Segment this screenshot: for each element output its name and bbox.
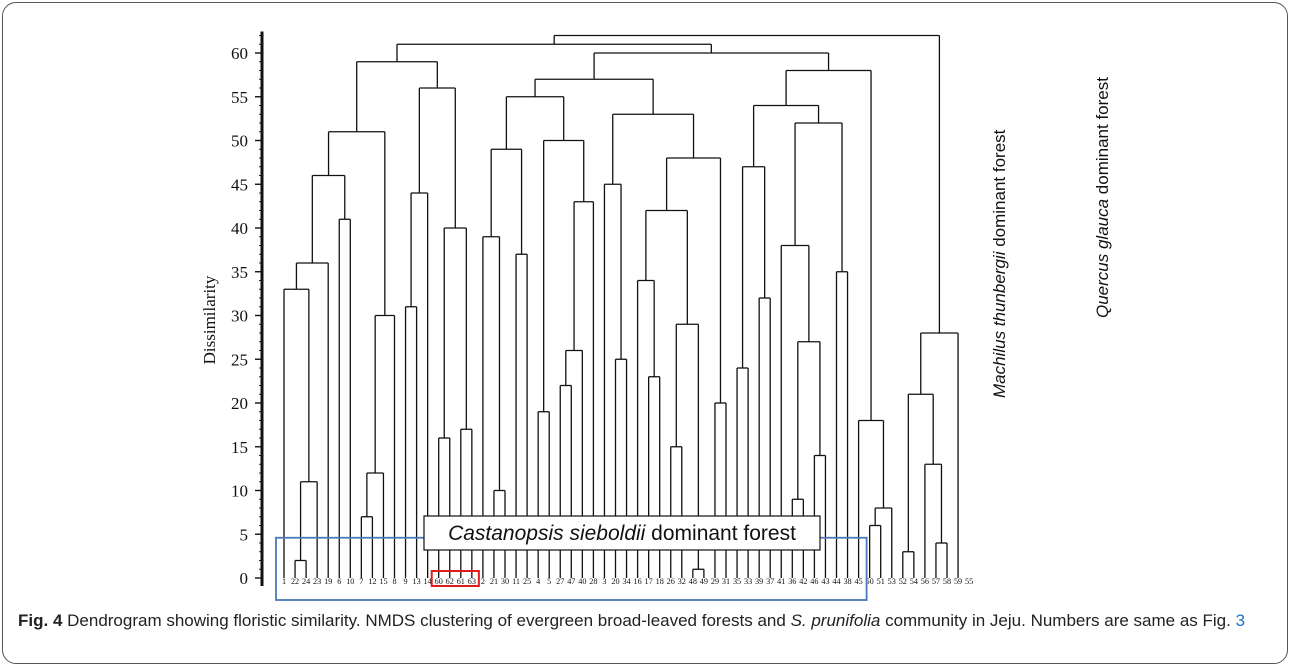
y-tick-label: 25 xyxy=(231,350,248,369)
leaf-label: 58 xyxy=(943,577,951,586)
castanopsis-annotation-italic: Castanopsis sieboldii xyxy=(448,522,647,545)
leaf-label: 39 xyxy=(755,577,763,586)
leaf-label: 33 xyxy=(744,577,752,586)
leaf-label: 2 xyxy=(481,577,485,586)
caption-figure-link[interactable]: 3 xyxy=(1235,611,1246,630)
y-tick-label: 30 xyxy=(231,307,248,326)
quercus-annotation-text: dominant forest xyxy=(1093,77,1112,199)
y-axis-label: Dissimilarity xyxy=(200,275,219,364)
leaf-label: 36 xyxy=(788,577,796,586)
castanopsis-annotation-text: dominant forest xyxy=(645,522,796,545)
leaf-label: 56 xyxy=(921,577,929,586)
leaf-label: 34 xyxy=(622,577,630,586)
y-tick-label: 55 xyxy=(231,88,248,107)
leaf-label: 23 xyxy=(313,577,321,586)
leaf-label: 45 xyxy=(855,577,863,586)
caption-label: Fig. 4 xyxy=(18,611,63,630)
leaf-label: 13 xyxy=(413,577,421,586)
leaf-label: 53 xyxy=(888,577,896,586)
leaf-label: 38 xyxy=(843,577,851,586)
leaf-label: 30 xyxy=(501,577,509,586)
y-tick-label: 20 xyxy=(231,394,248,413)
figure-caption: Fig. 4 Dendrogram showing floristic simi… xyxy=(18,609,1268,633)
leaf-label: 7 xyxy=(359,577,363,586)
leaf-label: 8 xyxy=(392,577,396,586)
leaf-label: 43 xyxy=(821,577,829,586)
y-axis: 0 5 10 15 20 25 30 35 40 45 50 55 60 xyxy=(231,31,264,588)
leaf-label: 19 xyxy=(324,577,332,586)
leaf-label: 46 xyxy=(810,577,818,586)
y-tick-label: 40 xyxy=(231,219,248,238)
leaf-label: 27 xyxy=(556,577,564,586)
leaf-label: 20 xyxy=(611,577,619,586)
leaf-label: 1 xyxy=(282,577,286,586)
leaf-label: 6 xyxy=(337,577,341,586)
y-tick-label: 45 xyxy=(231,175,248,194)
leaf-label: 5 xyxy=(547,577,551,586)
leaf-label: 49 xyxy=(700,577,708,586)
leaf-label: 15 xyxy=(379,577,387,586)
leaf-label: 32 xyxy=(678,577,686,586)
y-tick-label: 35 xyxy=(231,263,248,282)
quercus-annotation-italic: Quercus glauca xyxy=(1093,199,1112,318)
leaf-label: 21 xyxy=(490,577,498,586)
leaf-label: 47 xyxy=(567,577,575,586)
leaf-label: 24 xyxy=(302,577,310,586)
leaf-label: 63 xyxy=(468,577,476,586)
leaf-label: 26 xyxy=(667,577,675,586)
leaf-label: 18 xyxy=(656,577,664,586)
leaf-label: 10 xyxy=(346,577,354,586)
y-tick-label: 10 xyxy=(231,482,248,501)
machilus-annotation-italic: Machilus thunbergii xyxy=(990,250,1009,398)
leaf-label: 3 xyxy=(602,577,606,586)
leaf-label: 52 xyxy=(899,577,907,586)
caption-text-2: community in Jeju. Numbers are same as F… xyxy=(880,611,1236,630)
leaf-label: 62 xyxy=(446,577,454,586)
leaf-label: 16 xyxy=(634,577,642,586)
leaf-label: 4 xyxy=(536,577,540,586)
leaf-label: 42 xyxy=(799,577,807,586)
leaf-label: 11 xyxy=(512,577,520,586)
caption-text-1: Dendrogram showing floristic similarity.… xyxy=(62,611,791,630)
caption-italic-species: S. prunifolia xyxy=(790,611,881,630)
leaf-label: 17 xyxy=(645,577,653,586)
y-tick-label: 15 xyxy=(231,438,248,457)
machilus-annotation-text: dominant forest xyxy=(990,129,1009,251)
leaf-label: 40 xyxy=(578,577,586,586)
leaf-label: 14 xyxy=(424,577,432,586)
dendrogram-tree xyxy=(283,34,959,578)
leaf-label: 22 xyxy=(291,577,299,586)
leaf-label: 48 xyxy=(689,577,697,586)
castanopsis-annotation: Castanopsis sieboldii dominant forest xyxy=(448,522,796,545)
leaf-label: 28 xyxy=(589,577,597,586)
leaf-label: 31 xyxy=(722,577,730,586)
leaf-label: 50 xyxy=(866,577,874,586)
highlight-box-castanopsis-subgroup xyxy=(430,570,480,587)
leaf-label: 54 xyxy=(910,577,918,586)
leaf-label: 37 xyxy=(766,577,774,586)
castanopsis-label-background xyxy=(423,515,821,551)
y-tick-label: 50 xyxy=(231,132,248,151)
leaf-label: 57 xyxy=(932,577,940,586)
leaf-labels: 1 22 24 23 19 6 10 7 12 15 8 9 13 14 60 62 61 63 2 21 30 11 25… xyxy=(282,577,973,586)
y-tick-label: 60 xyxy=(231,44,248,63)
leaf-label: 55 xyxy=(965,577,973,586)
leaf-label: 44 xyxy=(832,577,840,586)
machilus-annotation: Machilus thunbergii dominant forest xyxy=(990,129,1009,398)
leaf-label: 61 xyxy=(457,577,465,586)
leaf-label: 35 xyxy=(733,577,741,586)
leaf-label: 59 xyxy=(954,577,962,586)
y-tick-label: 0 xyxy=(240,569,249,588)
leaf-label: 12 xyxy=(368,577,376,586)
quercus-annotation: Quercus glauca dominant forest xyxy=(1093,77,1112,318)
leaf-label: 9 xyxy=(404,577,408,586)
y-tick-label: 5 xyxy=(240,525,249,544)
leaf-label: 25 xyxy=(523,577,531,586)
leaf-label: 51 xyxy=(877,577,885,586)
leaf-label: 41 xyxy=(777,577,785,586)
leaf-label: 60 xyxy=(435,577,443,586)
leaf-label: 29 xyxy=(711,577,719,586)
